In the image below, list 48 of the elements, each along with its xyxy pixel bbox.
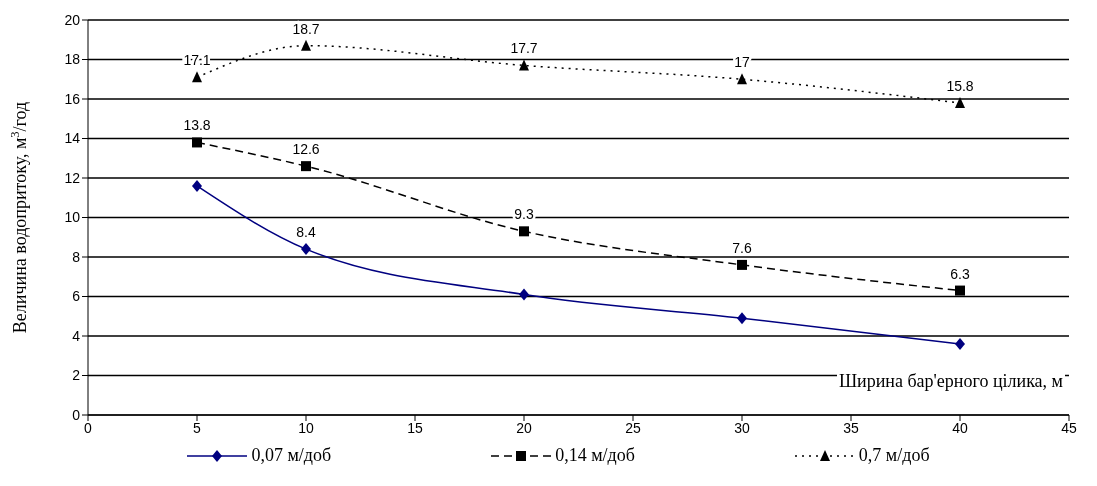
legend-label: 0,14 м/доб (555, 445, 635, 466)
x-tick-label: 0 (84, 419, 93, 436)
data-label: 18.7 (292, 20, 320, 37)
y-tick-label: 16 (64, 90, 81, 107)
point (192, 137, 202, 148)
x-tick-label: 25 (625, 419, 641, 436)
point (737, 73, 747, 85)
point (192, 71, 202, 83)
point (737, 259, 747, 270)
data-label: 8.4 (296, 224, 316, 241)
x-tick-label: 10 (298, 419, 314, 436)
y-tick-label: 4 (72, 327, 81, 344)
point (737, 312, 747, 325)
point (301, 161, 311, 172)
y-tick-label: 18 (64, 51, 81, 68)
data-label: 13.8 (183, 117, 211, 134)
point (955, 285, 965, 296)
data-label: 6.3 (950, 265, 970, 282)
y-tick-label: 2 (72, 367, 81, 384)
y-tick-label: 10 (64, 209, 81, 226)
y-tick-label: 20 (64, 11, 81, 28)
point (301, 243, 311, 256)
point (519, 288, 529, 301)
point (955, 337, 965, 350)
point (519, 59, 529, 71)
y-tick-label: 14 (64, 130, 81, 147)
point (955, 96, 965, 108)
x-tick-label: 35 (843, 419, 859, 436)
y-tick-label: 0 (72, 406, 81, 423)
point (301, 39, 311, 51)
point (192, 179, 202, 192)
x-tick-label: 40 (952, 419, 968, 436)
legend-label: 0,07 м/доб (251, 445, 332, 466)
x-tick-label: 30 (734, 419, 750, 436)
y-tick-label: 12 (64, 169, 81, 186)
data-label: 7.6 (732, 239, 752, 256)
data-label: 15.8 (946, 77, 974, 94)
x-axis-title: Ширина бар'ерного цілика, м (836, 371, 1065, 392)
x-tick-label: 15 (407, 419, 423, 436)
legend-label: 0,7 м/доб (858, 445, 930, 466)
y-tick-label: 6 (72, 288, 81, 305)
data-label: 17.7 (510, 40, 538, 57)
y-tick-label: 8 (72, 248, 81, 265)
x-tick-label: 45 (1061, 419, 1077, 436)
x-tick-label: 20 (516, 419, 532, 436)
x-tick-label: 5 (193, 419, 202, 436)
point (519, 226, 529, 237)
data-label: 12.6 (292, 141, 320, 158)
